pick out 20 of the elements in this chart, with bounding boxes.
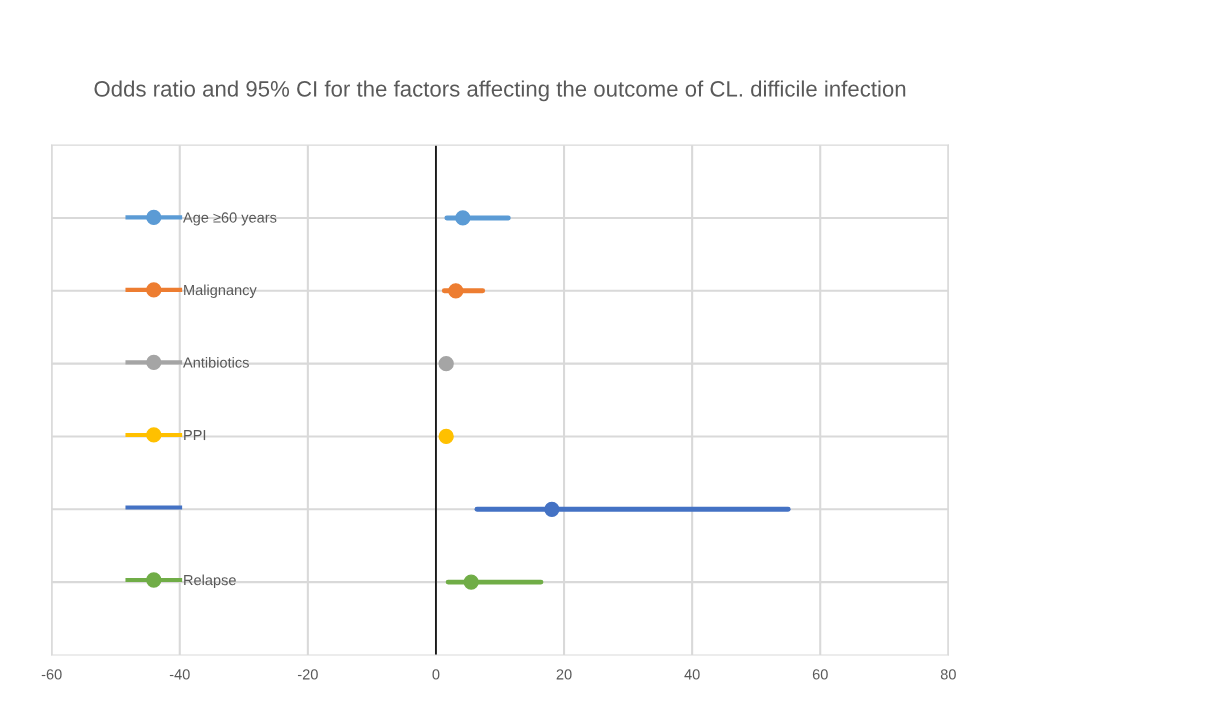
chart-title: Odds ratio and 95% CI for the factors affecting the outcome of CL. difficile infection <box>94 80 906 102</box>
x-tick-label: 60 <box>812 669 828 680</box>
point <box>438 428 454 445</box>
legend-label: Age ≥60 years <box>183 212 277 226</box>
legend-label: Malignancy <box>184 284 257 299</box>
x-tick-label: 40 <box>684 669 700 680</box>
legend-label: Antibiotics <box>183 356 249 368</box>
legend-label: Relapse <box>184 574 236 589</box>
legend-label: PPI <box>184 430 206 441</box>
point <box>544 501 560 517</box>
point <box>463 574 479 590</box>
point <box>438 355 454 372</box>
x-tick-label: 80 <box>940 669 956 680</box>
x-tick-label: -20 <box>297 669 318 680</box>
x-tick-label: -40 <box>169 669 190 680</box>
x-tick-label: -60 <box>41 669 62 680</box>
point <box>448 283 464 299</box>
x-tick-label: 20 <box>556 669 572 680</box>
x-tick-label: 0 <box>432 669 440 680</box>
point <box>455 210 471 226</box>
